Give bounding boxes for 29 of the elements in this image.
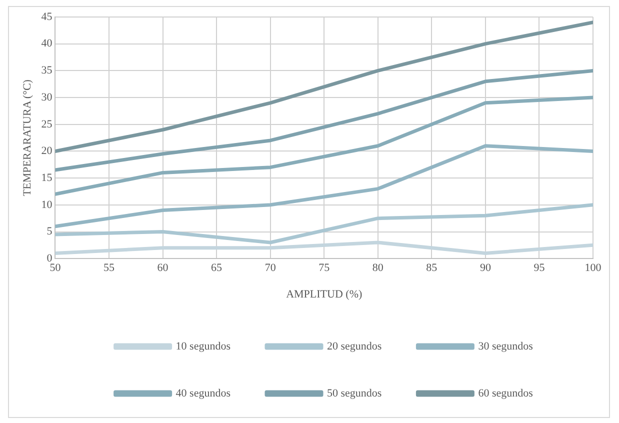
x-tick-label: 85 (426, 262, 438, 274)
legend-label: 50 segundos (327, 387, 382, 400)
x-tick-label: 70 (264, 262, 276, 274)
x-tick-label: 55 (103, 262, 115, 274)
legend-label: 20 segundos (327, 340, 382, 352)
y-tick-label: 5 (46, 226, 53, 238)
y-tick-label: 30 (41, 91, 53, 104)
legend-label: 10 segundos (176, 340, 231, 352)
x-axis-title: AMPLITUD (%) (286, 288, 362, 300)
x-tick-label: 50 (50, 262, 62, 274)
x-tick-label: 60 (157, 262, 169, 274)
x-tick-label: 90 (480, 262, 492, 274)
legend-label: 60 segundos (478, 387, 533, 400)
x-tick-label: 65 (211, 262, 223, 274)
y-tick-label: 10 (41, 198, 53, 211)
x-tick-label: 80 (372, 262, 384, 274)
y-tick-label: 25 (41, 118, 53, 130)
legend-label: 40 segundos (176, 387, 231, 400)
y-tick-label: 20 (41, 145, 53, 158)
legend-label: 30 segundos (478, 340, 533, 352)
x-tick-label: 75 (318, 262, 330, 274)
x-tick-label: 100 (584, 262, 602, 274)
y-tick-label: 15 (41, 172, 53, 184)
x-tick-label: 95 (534, 262, 546, 274)
y-axis-title: TEMPERARATURA (°C) (21, 79, 34, 196)
y-tick-label: 0 (46, 252, 53, 264)
y-tick-label: 35 (41, 64, 53, 77)
y-tick-label: 45 (41, 10, 53, 23)
y-tick-label: 40 (41, 38, 53, 50)
